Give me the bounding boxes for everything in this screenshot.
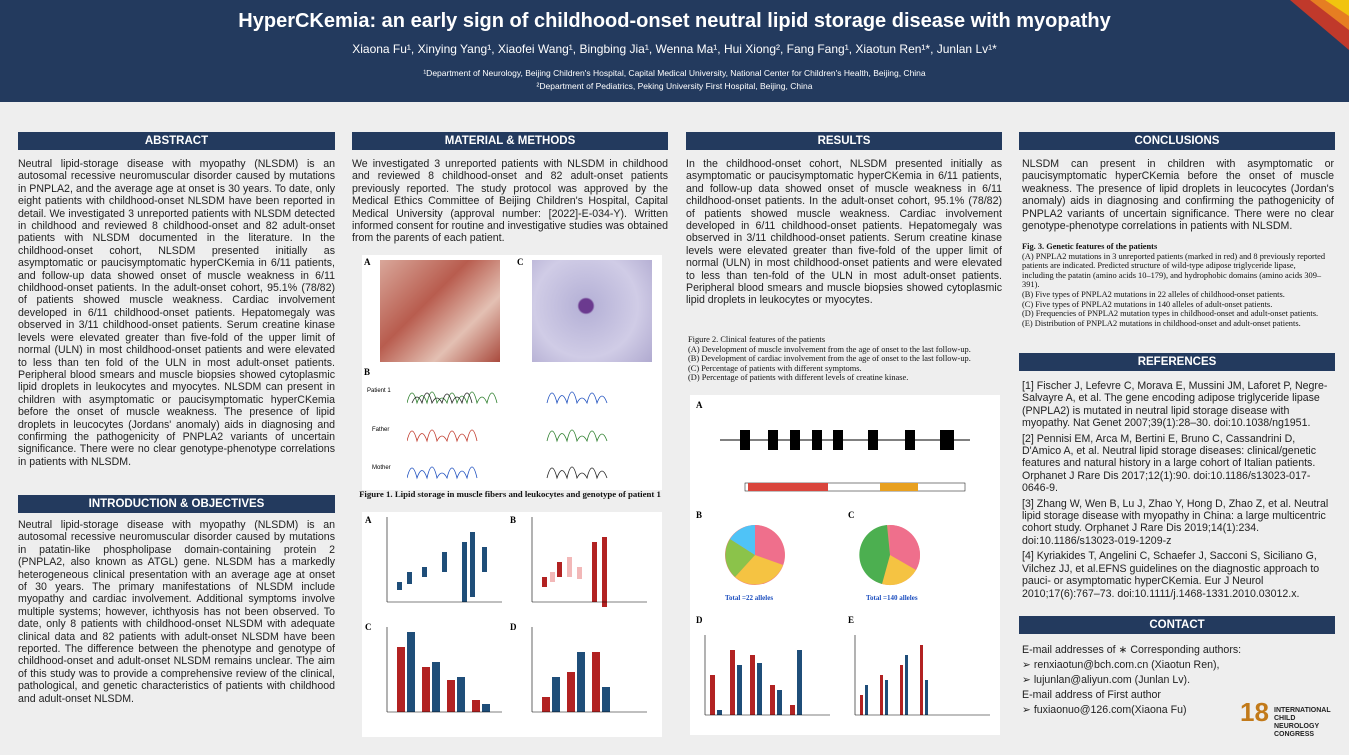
contact-line: E-mail address of First author [1022,689,1161,701]
figure-1-charts [362,512,662,737]
panel-label: A [364,257,371,267]
abstract-text: Neutral lipid-storage disease with myopa… [18,158,335,468]
panel-label: B [696,510,703,520]
panel-label: E [848,615,855,625]
contact-line: E-mail addresses of ∗ Corresponding auth… [1022,644,1242,656]
contact-line: ➢ renxiaotun@bch.com.cn (Xiaotun Ren), [1022,659,1220,671]
pie-total: Total =22 alleles [725,594,774,602]
caption-line: (D) Percentage of patients with differen… [688,373,909,383]
authors: Xiaona Fu¹, Xinying Yang¹, Xiaofei Wang¹… [352,42,997,56]
section-heading: CONCLUSIONS [1019,132,1335,150]
caption-line: (B) Five types of PNPLA2 mutations in 22… [1022,289,1285,299]
conclusions-text: NLSDM can present in children with asymp… [1022,158,1334,233]
panel-label: A [365,515,372,525]
caption-line: including the patatin (amino acids 10–17… [1022,270,1322,290]
panel-label: C [517,257,524,267]
reference: [1] Fischer J, Lefevre C, Morava E, Muss… [1022,380,1328,430]
contact: E-mail addresses of ∗ Corresponding auth… [1022,643,1272,718]
figure-3 [690,395,1000,735]
panel-label: A [696,400,703,410]
panel-label: D [696,615,703,625]
contact-line: ➢ lujunlan@aliyun.com (Junlan Lv). [1022,674,1191,686]
chromatograms [407,391,608,480]
logo-number: 18 [1240,697,1269,727]
caption-line: Fig. 3. Genetic features of the patients [1022,242,1158,251]
section-heading: INTRODUCTION & OBJECTIVES [18,495,335,513]
row-label: Patient 1 [367,388,391,394]
reference: [3] Zhang W, Wen B, Lu J, Zhao Y, Hong D… [1022,497,1329,547]
methods-text: We investigated 3 unreported patients wi… [352,158,668,245]
panel-label: C [848,510,855,520]
affiliation: ²Department of Pediatrics, Peking Univer… [536,81,813,91]
muscle-image [380,260,500,362]
panel-label: C [365,622,372,632]
results-text: In the childhood-onset cohort, NLSDM pre… [686,158,1002,307]
panel-label: B [364,367,371,377]
reference: [2] Pennisi EM, Arca M, Bertini E, Bruno… [1022,432,1317,495]
caption-line: (C) Percentage of patients with differen… [688,363,862,373]
leukocyte-image [532,260,652,362]
caption-line: (D) Frequencies of PNPLA2 mutation types… [1022,309,1319,319]
row-label: Mother [372,465,391,471]
congress-logo: 18 INTERNATIONAL CHILD NEUROLOGY CONGRES… [1240,695,1340,740]
section-heading: RESULTS [686,132,1002,150]
section-heading: CONTACT [1019,616,1335,634]
panel-label: D [510,622,517,632]
caption-line: (A) PNPLA2 mutations in 3 unreported pat… [1022,251,1326,271]
reference: [4] Kyriakides T, Angelini C, Schaefer J… [1022,550,1320,600]
caption-line: (A) Development of muscle involvement fr… [688,344,971,354]
section-heading: REFERENCES [1019,353,1335,371]
caption-line: (E) Distribution of PNPLA2 mutations in … [1022,318,1301,328]
pie-total: Total =140 alleles [866,594,918,602]
title: HyperCKemia: an early sign of childhood-… [238,10,1111,32]
caption-line: Figure 2. Clinical features of the patie… [688,335,825,344]
panel-label: B [510,515,517,525]
figure-caption: Fig. 3. Genetic features of the patients… [1022,242,1334,328]
section-heading: MATERIAL & METHODS [352,132,668,150]
figure-caption: Figure 2. Clinical features of the patie… [688,335,1002,383]
header: HyperCKemia: an early sign of childhood-… [0,0,1349,102]
references: [1] Fischer J, Lefevre C, Morava E, Muss… [1022,380,1334,600]
corner-stripes [1290,0,1349,50]
intro-text: Neutral lipid-storage disease with myopa… [18,519,335,705]
logo-text: INTERNATIONAL CHILD NEUROLOGY CONGRESS [1274,707,1331,738]
row-label: Father [372,427,390,433]
affiliation: ¹Department of Neurology, Beijing Childr… [423,68,926,78]
figure-caption: Figure 1. Lipid storage in muscle fibers… [359,489,661,499]
figure-1: A C B Patient 1 Father Mother [362,255,662,490]
section-heading: ABSTRACT [18,132,335,150]
contact-line: ➢ fuxiaonuo@126.com(Xiaona Fu) [1022,704,1187,716]
caption-line: (C) Five types of PNPLA2 mutations in 14… [1022,299,1273,309]
caption-line: (B) Development of cardiac involvement f… [688,354,971,364]
